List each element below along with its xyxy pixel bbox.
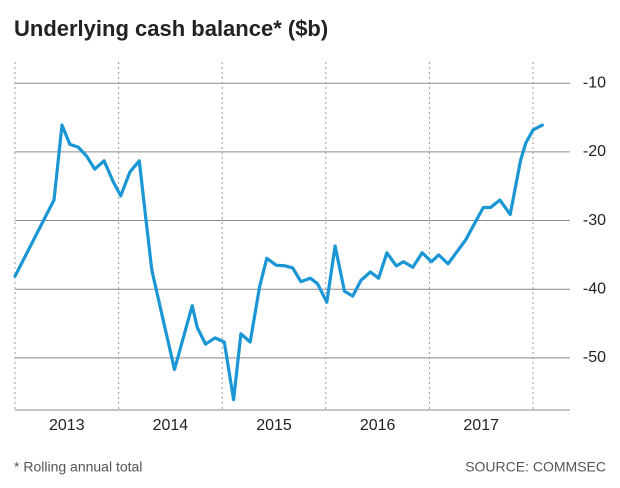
x-tick-label: 2013 <box>49 417 85 434</box>
y-tick-label: -10 <box>583 74 606 91</box>
x-tick-label: 2014 <box>153 417 189 434</box>
x-tick-label: 2017 <box>463 417 499 434</box>
y-tick-label: -30 <box>583 212 606 229</box>
y-tick-label: -40 <box>583 280 606 297</box>
x-tick-label: 2015 <box>256 417 292 434</box>
chart-title: Underlying cash balance* ($b) <box>14 16 328 41</box>
source: SOURCE: COMMSEC <box>465 459 606 475</box>
series-line <box>13 123 544 402</box>
y-tick-label: -50 <box>583 349 606 366</box>
x-tick-label: 2016 <box>360 417 396 434</box>
y-tick-label: -20 <box>583 143 606 160</box>
footnote: * Rolling annual total <box>14 459 142 475</box>
